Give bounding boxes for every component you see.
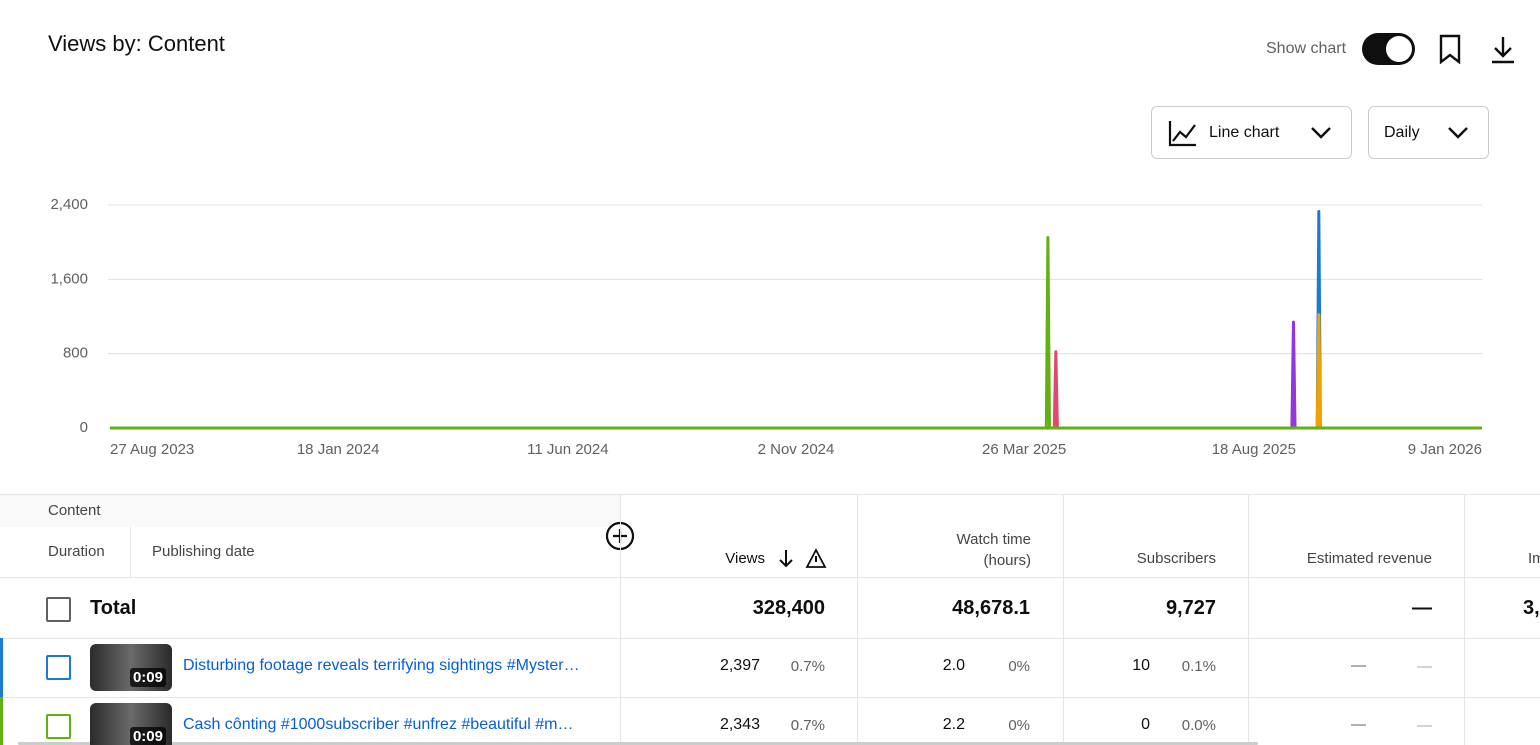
cell-share: 0.7% <box>790 658 825 675</box>
series-line <box>110 210 1482 430</box>
y-tick-label: 800 <box>63 345 88 362</box>
chart-type-label: Line chart <box>1209 124 1280 141</box>
duration: 0:09 <box>129 727 166 745</box>
interval-button[interactable]: Daily <box>1368 106 1489 159</box>
toggle[interactable] <box>1362 33 1415 65</box>
column-header: Publishing date <box>152 543 255 560</box>
series-line <box>110 313 1482 430</box>
bookmark-icon[interactable] <box>1437 34 1465 64</box>
cell-value: 2.0 <box>942 657 965 674</box>
total-cell: — <box>1412 597 1432 619</box>
row-color-bar <box>0 638 3 697</box>
interval-label: Daily <box>1384 124 1420 141</box>
download-icon[interactable] <box>1489 35 1517 65</box>
cell-share: 0% <box>1008 658 1030 675</box>
y-tick-label: 0 <box>80 419 88 436</box>
column-header: Duration <box>48 543 105 560</box>
thumbnail: 0:09 <box>90 703 172 745</box>
cell-value: 0 <box>1141 716 1150 733</box>
cell-share: — <box>1417 717 1432 734</box>
row-color-bar <box>0 697 3 745</box>
thumbnail: 0:09 <box>90 644 172 691</box>
checkbox[interactable] <box>46 597 71 622</box>
column-header: Impressions <box>1528 550 1540 567</box>
x-tick-label: 18 Aug 2025 <box>1212 441 1296 458</box>
video-title[interactable]: Cash cônting #1000subscriber #unfrez #be… <box>183 716 574 733</box>
column-header: Views <box>725 550 765 567</box>
total-label: Total <box>90 597 137 619</box>
show-chart-label: Show chart <box>1266 40 1347 57</box>
total-cell: 9,727 <box>1165 597 1216 619</box>
cell-share: 0.1% <box>1181 658 1216 675</box>
total-cell: 3, <box>1523 597 1540 619</box>
cell-value: 2.2 <box>942 716 965 733</box>
series-line <box>110 236 1482 430</box>
y-tick-label: 2,400 <box>50 196 88 213</box>
x-tick-label: 27 Aug 2023 <box>110 441 194 458</box>
cell-share: 0% <box>1008 717 1030 734</box>
page-title: Views by: Content <box>48 31 225 56</box>
cell-value: 2,397 <box>719 657 760 674</box>
cell-share: 0.7% <box>790 717 825 734</box>
cell-share: 0.0% <box>1181 717 1216 734</box>
column-header: Subscribers <box>1136 550 1216 567</box>
total-cell: 328,400 <box>752 597 825 619</box>
series-line <box>110 320 1482 430</box>
cell-value: — <box>1351 716 1366 733</box>
x-tick-label: 11 Jun 2024 <box>527 441 608 458</box>
checkbox[interactable] <box>46 655 71 680</box>
x-tick-label: 2 Nov 2024 <box>758 441 835 458</box>
x-tick-label: 9 Jan 2026 <box>1408 441 1482 458</box>
column-header: Watch time (hours) <box>956 531 1031 569</box>
duration: 0:09 <box>129 668 166 687</box>
series-line <box>110 350 1482 430</box>
video-title[interactable]: Disturbing footage reveals terrifying si… <box>183 657 580 674</box>
scrollbar[interactable] <box>18 742 1258 745</box>
column-header: Estimated revenue <box>1306 550 1432 567</box>
chart-type-button[interactable]: Line chart <box>1151 106 1352 159</box>
group-header-band <box>0 495 620 527</box>
x-tick-label: 18 Jan 2024 <box>297 441 380 458</box>
cell-value: 10 <box>1132 657 1150 674</box>
x-tick-label: 26 Mar 2025 <box>982 441 1066 458</box>
total-cell: 48,678.1 <box>952 597 1030 619</box>
y-tick-label: 1,600 <box>50 270 88 287</box>
checkbox[interactable] <box>46 714 71 739</box>
cell-share: — <box>1417 658 1432 675</box>
sort-icons[interactable] <box>777 548 827 570</box>
column-header: Content <box>48 502 101 519</box>
line-chart: 0 800 1,600 2,400 27 Aug 2023 18 Jan 2024 11 J… <box>50 196 1482 458</box>
cell-value: — <box>1351 657 1366 674</box>
cell-value: 2,343 <box>719 716 760 733</box>
